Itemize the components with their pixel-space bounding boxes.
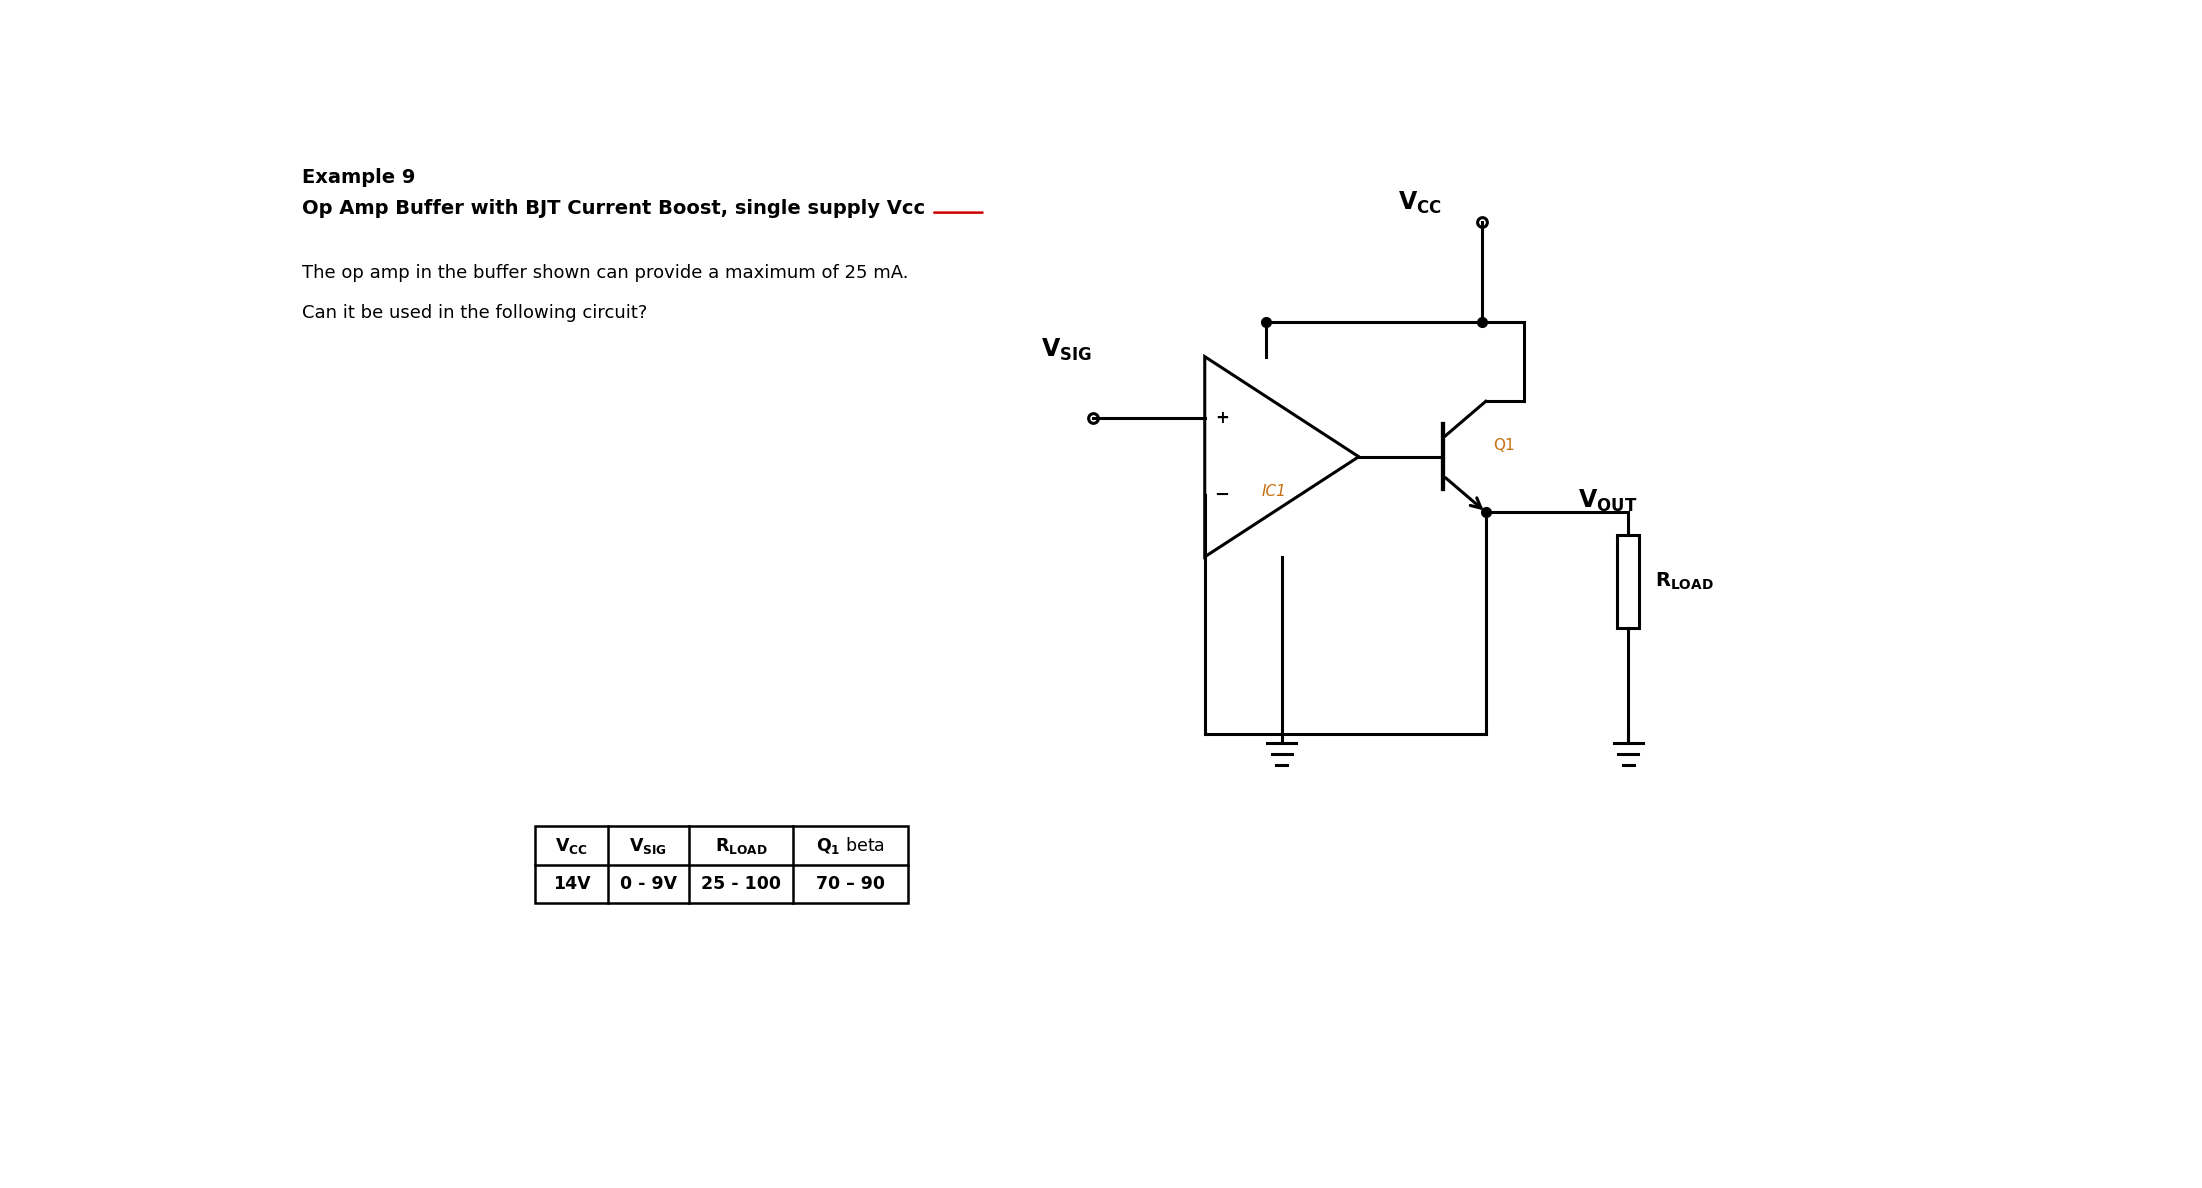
Text: $\mathbf{R_{LOAD}}$: $\mathbf{R_{LOAD}}$ <box>1656 570 1713 592</box>
Text: The op amp in the buffer shown can provide a maximum of 25 mA.: The op amp in the buffer shown can provi… <box>302 264 909 283</box>
Text: −: − <box>1213 486 1229 504</box>
Text: Op Amp Buffer with BJT Current Boost, single supply Vcc: Op Amp Buffer with BJT Current Boost, si… <box>302 198 925 217</box>
Text: 0 - 9V: 0 - 9V <box>621 876 676 893</box>
Text: Example 9: Example 9 <box>302 168 416 187</box>
Text: $\mathbf{V_{CC}}$: $\mathbf{V_{CC}}$ <box>1398 190 1442 216</box>
Text: $\mathbf{V_{CC}}$: $\mathbf{V_{CC}}$ <box>555 835 588 855</box>
Text: Can it be used in the following circuit?: Can it be used in the following circuit? <box>302 304 647 322</box>
Text: $\mathbf{V_{SIG}}$: $\mathbf{V_{SIG}}$ <box>630 835 667 855</box>
Text: +: + <box>1216 409 1229 428</box>
Text: $\mathbf{Q_1}$ beta: $\mathbf{Q_1}$ beta <box>817 835 885 857</box>
Bar <box>535 827 907 903</box>
Text: 14V: 14V <box>553 876 590 893</box>
Text: $\mathbf{V_{OUT}}$: $\mathbf{V_{OUT}}$ <box>1579 487 1638 513</box>
Bar <box>1618 536 1638 627</box>
Text: $\mathbf{V_{SIG}}$: $\mathbf{V_{SIG}}$ <box>1042 336 1092 362</box>
Text: IC1: IC1 <box>1262 484 1286 499</box>
Text: 25 - 100: 25 - 100 <box>700 876 782 893</box>
Text: $\mathbf{R_{LOAD}}$: $\mathbf{R_{LOAD}}$ <box>716 835 766 855</box>
Text: 70 – 90: 70 – 90 <box>817 876 885 893</box>
Text: Q1: Q1 <box>1493 437 1515 453</box>
